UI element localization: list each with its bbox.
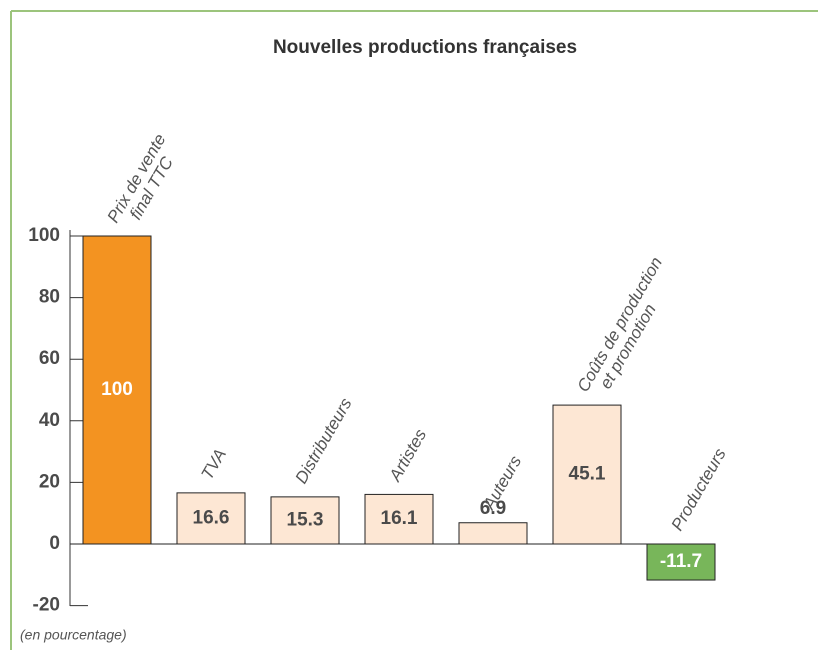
value-label: -11.7 xyxy=(660,551,702,572)
category-label: Coûts de productionet promotion xyxy=(574,254,682,404)
bar xyxy=(552,404,622,545)
value-label: 6.9 xyxy=(480,498,506,519)
category-line: Producteurs xyxy=(668,445,731,534)
value-label: 16.6 xyxy=(193,507,230,528)
y-tick-label: 0 xyxy=(49,533,60,554)
category-label: Artistes xyxy=(385,426,431,486)
value-label: 100 xyxy=(101,379,133,400)
bar xyxy=(82,235,152,545)
bar xyxy=(458,522,528,545)
y-tick-label: 100 xyxy=(28,225,60,246)
y-tick-label: 60 xyxy=(39,348,60,369)
value-label: 16.1 xyxy=(381,508,418,529)
value-label: 15.3 xyxy=(287,509,324,530)
category-label: Producteurs xyxy=(668,445,731,534)
category-label: TVA xyxy=(198,446,231,483)
y-tick-label: 80 xyxy=(39,287,60,308)
category-line: Distributeurs xyxy=(292,395,356,488)
category-label: Distributeurs xyxy=(292,395,356,488)
y-tick-label: 40 xyxy=(39,410,60,431)
category-line: TVA xyxy=(198,446,231,483)
category-line: Artistes xyxy=(385,426,431,486)
note: (en pourcentage) xyxy=(20,627,127,643)
value-label: 45.1 xyxy=(569,464,606,485)
bar xyxy=(364,493,434,545)
chart-title: Nouvelles productions françaises xyxy=(273,37,577,58)
y-tick-label: -20 xyxy=(33,595,60,616)
y-tick-label: 20 xyxy=(39,471,60,492)
category-label: Prix de ventefinal TTC xyxy=(104,131,186,235)
